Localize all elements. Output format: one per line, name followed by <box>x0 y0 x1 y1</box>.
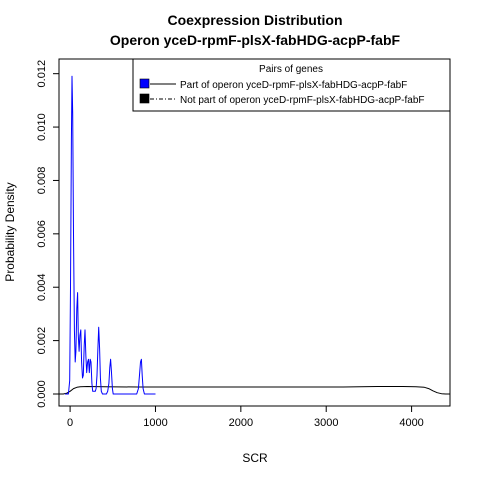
legend-entry-part: Part of operon yceD-rpmF-plsX-fabHDG-acp… <box>180 80 407 91</box>
legend-entry-not-part: Not part of operon yceD-rpmF-plsX-fabHDG… <box>180 95 425 106</box>
legend: Pairs of genes Part of operon yceD-rpmF-… <box>132 58 451 112</box>
x-axis-label: SCR <box>242 451 268 465</box>
x-axis: 0 1000 2000 3000 4000 <box>67 406 424 429</box>
x-tick-label: 4000 <box>399 417 423 429</box>
chart-title: Coexpression Distribution <box>167 12 342 28</box>
legend-swatch-not-part <box>139 93 150 104</box>
legend-swatch-part <box>139 78 150 89</box>
x-tick-label: 1000 <box>143 417 167 429</box>
x-tick-label: 0 <box>67 417 73 429</box>
legend-box <box>132 58 451 112</box>
y-tick-label: 0.008 <box>36 167 48 195</box>
y-axis-label: Probability Density <box>3 182 17 281</box>
y-tick-label: 0.006 <box>36 220 48 248</box>
x-tick-label: 2000 <box>229 417 253 429</box>
part-of-operon-series-line <box>65 75 156 395</box>
y-tick-label: 0.004 <box>36 273 48 301</box>
legend-title: Pairs of genes <box>259 64 323 75</box>
series-layer <box>59 75 450 395</box>
y-tick-label: 0.012 <box>36 60 48 88</box>
not-part-of-operon-series-line <box>59 386 450 395</box>
chart-subtitle: Operon yceD-rpmF-plsX-fabHDG-acpP-fabF <box>110 32 401 48</box>
y-tick-label: 0.010 <box>36 113 48 141</box>
y-tick-label: 0.000 <box>36 380 48 408</box>
y-tick-label: 0.002 <box>36 327 48 355</box>
y-axis: 0.000 0.002 0.004 0.006 0.008 0.010 0.012 <box>36 60 59 408</box>
x-tick-label: 3000 <box>314 417 338 429</box>
